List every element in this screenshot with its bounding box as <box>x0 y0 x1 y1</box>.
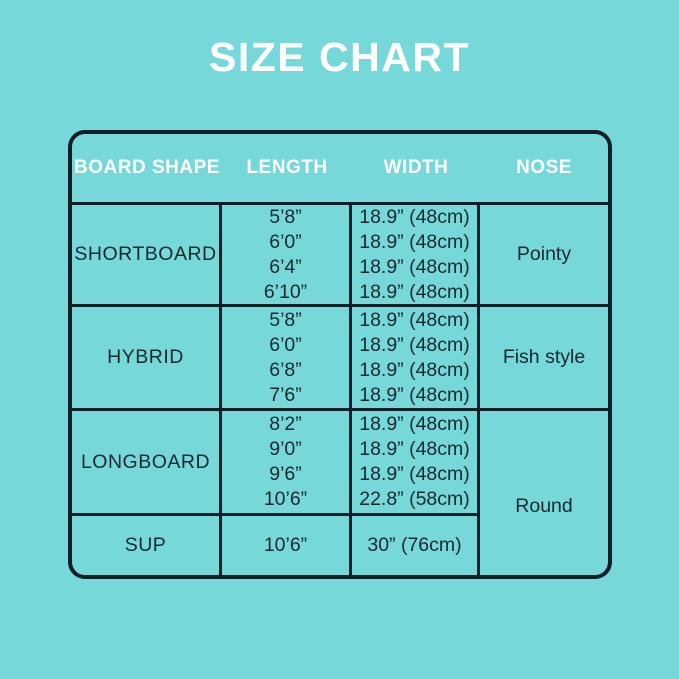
row-shortboard-nose: Pointy <box>480 205 608 307</box>
row-sup-widths: 30” (76cm) <box>352 516 480 575</box>
row-hybrid-lengths: 5’8” 6’0” 6’8” 7’6” <box>222 307 352 411</box>
row-hybrid-widths: 18.9” (48cm) 18.9” (48cm) 18.9” (48cm) 1… <box>352 307 480 411</box>
row-longboard-lengths: 8’2” 9’0” 9’6” 10’6” <box>222 411 352 516</box>
row-hybrid-shape: HYBRID <box>72 307 222 411</box>
row-shortboard-widths: 18.9” (48cm) 18.9” (48cm) 18.9” (48cm) 1… <box>352 205 480 307</box>
size-chart-table: BOARD SHAPE LENGTH WIDTH NOSE SHORTBOARD… <box>68 130 612 579</box>
header-width: WIDTH <box>352 134 480 205</box>
row-longboard-shape: LONGBOARD <box>72 411 222 516</box>
page-title: SIZE CHART <box>209 34 470 80</box>
row-sup-shape: SUP <box>72 516 222 575</box>
row-longboard-widths: 18.9” (48cm) 18.9” (48cm) 18.9” (48cm) 2… <box>352 411 480 516</box>
row-sup-lengths: 10’6” <box>222 516 352 575</box>
row-shortboard-shape: SHORTBOARD <box>72 205 222 307</box>
header-board-shape: BOARD SHAPE <box>72 134 222 205</box>
header-nose: NOSE <box>480 134 608 205</box>
row-hybrid-nose: Fish style <box>480 307 608 411</box>
row-longboard-sup-nose: Round <box>515 494 573 517</box>
row-shortboard-lengths: 5’8” 6’0” 6’4” 6’10” <box>222 205 352 307</box>
header-length: LENGTH <box>222 134 352 205</box>
